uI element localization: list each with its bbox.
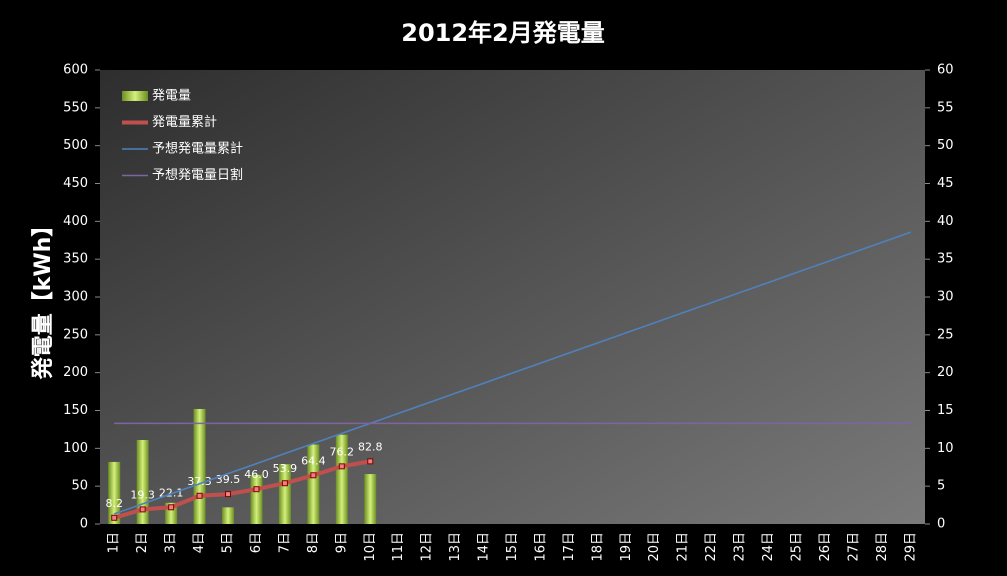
bar bbox=[222, 507, 235, 524]
plot-area bbox=[100, 70, 925, 524]
y-tick-label: 400 bbox=[63, 214, 88, 229]
bar bbox=[307, 444, 320, 524]
y-axis-label: 発電量【kWh】 bbox=[31, 215, 56, 381]
x-tick-label: 10日 bbox=[363, 532, 378, 562]
x-tick-label: 16日 bbox=[533, 532, 548, 562]
legend-swatch bbox=[122, 91, 148, 101]
x-tick-label: 14日 bbox=[477, 532, 492, 562]
y2-tick-label: 0 bbox=[937, 517, 945, 532]
legend-label: 予想発電量累計 bbox=[152, 141, 243, 157]
y2-tick-label: 50 bbox=[937, 138, 954, 153]
data-label: 8.2 bbox=[105, 497, 123, 510]
bar bbox=[108, 461, 121, 524]
x-tick-label: 1日 bbox=[107, 532, 122, 553]
x-tick-label: 12日 bbox=[420, 532, 435, 562]
bar bbox=[335, 434, 348, 524]
marker bbox=[111, 514, 118, 521]
line-series bbox=[113, 459, 371, 520]
legend-label: 発電量 bbox=[152, 89, 191, 104]
y2-tick-label: 40 bbox=[937, 214, 954, 229]
legend-label: 発電量累計 bbox=[152, 114, 217, 130]
data-label: 64.4 bbox=[301, 454, 326, 467]
marker bbox=[281, 480, 288, 487]
x-tick-label: 5日 bbox=[221, 532, 236, 553]
x-tick-label: 8日 bbox=[306, 532, 321, 553]
y-tick-label: 250 bbox=[63, 327, 88, 342]
marker bbox=[310, 472, 317, 479]
x-tick-label: 11日 bbox=[391, 532, 406, 562]
x-tick-label: 3日 bbox=[164, 532, 179, 553]
legend-label: 予想発電量日割 bbox=[152, 167, 243, 183]
x-tick-label: 20日 bbox=[647, 532, 662, 562]
y2-tick-label: 45 bbox=[937, 176, 954, 191]
y-tick-label: 300 bbox=[63, 290, 88, 305]
y-tick-label: 600 bbox=[63, 63, 88, 78]
y2-tick-label: 35 bbox=[937, 252, 954, 267]
y-tick-label: 50 bbox=[71, 479, 88, 494]
data-label: 39.5 bbox=[216, 473, 241, 486]
line-series bbox=[113, 231, 912, 515]
y-tick-label: 450 bbox=[63, 176, 88, 191]
marker bbox=[168, 504, 175, 511]
x-tick-label: 27日 bbox=[846, 532, 861, 562]
x-tick-label: 25日 bbox=[789, 532, 804, 562]
x-tick-label: 23日 bbox=[733, 532, 748, 562]
marker bbox=[338, 463, 345, 470]
x-tick-label: 22日 bbox=[704, 532, 719, 562]
marker bbox=[225, 491, 232, 498]
y-tick-label: 500 bbox=[63, 138, 88, 153]
y-tick-label: 350 bbox=[63, 252, 88, 267]
x-tick-label: 19日 bbox=[619, 532, 634, 562]
x-tick-label: 6日 bbox=[249, 532, 264, 553]
bar bbox=[250, 474, 263, 524]
x-tick-label: 21日 bbox=[676, 532, 691, 562]
y-tick-label: 100 bbox=[63, 441, 88, 456]
x-tick-label: 15日 bbox=[505, 532, 520, 562]
bar bbox=[193, 408, 206, 524]
x-tick-label: 9日 bbox=[334, 532, 349, 553]
y-tick-label: 0 bbox=[80, 517, 88, 532]
x-tick-label: 13日 bbox=[448, 532, 463, 562]
chart-title: 2012年2月発電量 bbox=[401, 19, 605, 47]
data-label: 37.3 bbox=[187, 475, 212, 488]
x-tick-label: 26日 bbox=[818, 532, 833, 562]
data-label: 76.2 bbox=[330, 445, 355, 458]
x-tick-label: 28日 bbox=[875, 532, 890, 562]
bar bbox=[364, 474, 377, 524]
x-tick-label: 7日 bbox=[277, 532, 292, 553]
marker bbox=[196, 492, 203, 499]
marker bbox=[367, 458, 374, 465]
data-label: 19.3 bbox=[130, 488, 155, 501]
y-tick-label: 550 bbox=[63, 100, 88, 115]
bar bbox=[278, 464, 291, 524]
data-label: 53.9 bbox=[273, 462, 298, 475]
y-tick-label: 150 bbox=[63, 403, 88, 418]
marker bbox=[253, 486, 260, 493]
y2-tick-label: 60 bbox=[937, 63, 954, 78]
y2-tick-label: 55 bbox=[937, 100, 954, 115]
data-label: 46.0 bbox=[244, 468, 269, 481]
y2-tick-label: 20 bbox=[937, 365, 954, 380]
y2-tick-label: 10 bbox=[937, 441, 954, 456]
y-tick-label: 200 bbox=[63, 365, 88, 380]
x-tick-label: 29日 bbox=[903, 532, 918, 562]
marker bbox=[139, 506, 146, 513]
y2-tick-label: 15 bbox=[937, 403, 954, 418]
y2-tick-label: 30 bbox=[937, 290, 954, 305]
y2-tick-label: 5 bbox=[937, 479, 945, 494]
x-tick-label: 18日 bbox=[590, 532, 605, 562]
data-label: 82.8 bbox=[358, 440, 383, 453]
x-tick-label: 4日 bbox=[192, 532, 207, 553]
y2-tick-label: 25 bbox=[937, 327, 954, 342]
x-tick-label: 17日 bbox=[562, 532, 577, 562]
x-tick-label: 2日 bbox=[135, 532, 150, 553]
x-tick-label: 24日 bbox=[761, 532, 776, 562]
